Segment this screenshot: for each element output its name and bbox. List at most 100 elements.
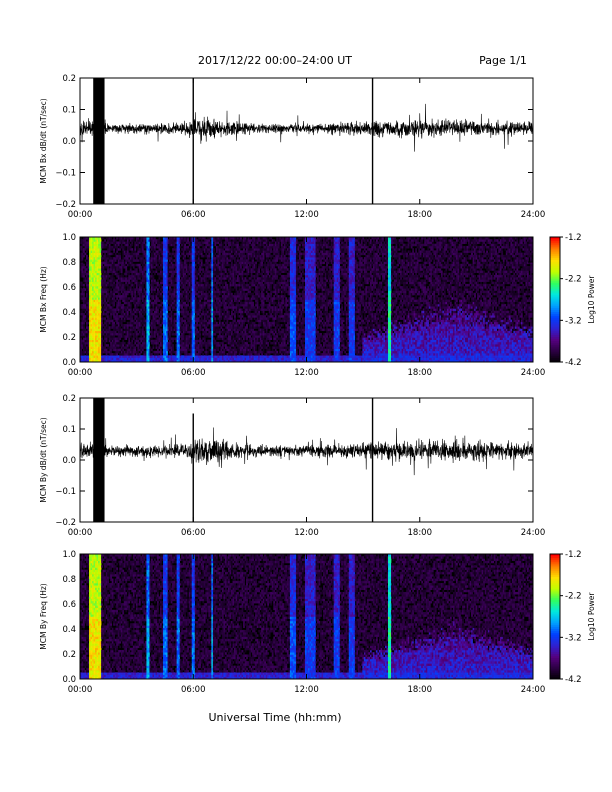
spectrogram-cell	[127, 257, 129, 260]
spectrogram-cell	[112, 253, 114, 256]
spectrogram-cell	[125, 275, 127, 278]
spectrogram-cell	[118, 346, 120, 349]
spectrogram-cell	[122, 275, 124, 278]
spectrogram-cell	[82, 257, 84, 260]
spectrogram-cell	[119, 302, 121, 305]
spectrogram-cell	[131, 262, 133, 265]
spectrogram-cell	[124, 342, 126, 345]
spectrogram-cell	[85, 333, 87, 336]
panel-bx-timeseries: 00:00 06:00 12:00 18:00 24:000.20.10.0−0.1−0…	[39, 74, 545, 220]
spectrogram-cell	[121, 329, 123, 332]
spectrogram-cell	[122, 311, 124, 314]
spectrogram-cell	[125, 337, 127, 340]
spectrogram-cell	[109, 297, 111, 300]
spectrogram-cell	[106, 340, 108, 343]
spectrogram-cell	[134, 293, 136, 296]
spectrogram-cell	[100, 306, 102, 309]
x-tick-label: 00:00	[68, 210, 93, 220]
spectrogram-cell	[83, 275, 85, 278]
spectrogram-cell	[119, 337, 121, 340]
spectrogram-cell	[106, 353, 108, 356]
spectrogram-cell	[115, 239, 117, 242]
spectrogram-cell	[118, 340, 120, 343]
x-tick-label: 24:00	[521, 210, 546, 220]
spectrogram-cell	[82, 246, 84, 249]
x-tick-label: 06:00	[181, 210, 206, 220]
spectrogram-cell	[134, 329, 136, 332]
spectrogram-cell	[125, 295, 127, 298]
spectrogram-cell	[127, 250, 129, 253]
spectrogram-cell	[136, 270, 138, 273]
spectrogram-cell	[131, 241, 133, 244]
panel-bx-spectrogram: -1.2-2.2-3.2-4.2Log10 Power00:00 06:00 12:…	[39, 233, 596, 378]
spectrogram-cell	[133, 344, 135, 347]
spectrogram-cell	[113, 297, 115, 300]
spectrogram-cell	[131, 315, 133, 318]
spectrogram-cell	[107, 291, 109, 294]
spectrogram-cell	[85, 288, 87, 291]
spectrogram-cell	[101, 320, 103, 323]
spectrogram-cell	[83, 264, 85, 267]
spectrogram-cell	[83, 313, 85, 316]
spectrogram-cell	[137, 246, 139, 249]
spectrogram-cell	[127, 244, 129, 247]
spectrogram-cell	[122, 344, 124, 347]
spectrogram-cell	[107, 277, 109, 280]
spectrogram-cell	[85, 317, 87, 320]
spectrogram-cell	[106, 302, 108, 305]
spectrogram-cell	[130, 268, 132, 271]
spectrogram-cell	[100, 277, 102, 280]
spectrogram-cell	[115, 253, 117, 256]
date-range-title: 2017/12/22 00:00–24:00 UT	[198, 54, 352, 67]
spectrogram-cell	[115, 311, 117, 314]
spectrogram-cell	[131, 317, 133, 320]
spectrogram-cell	[136, 295, 138, 298]
spectrogram-cell	[133, 337, 135, 340]
spectrogram-cell	[134, 248, 136, 251]
spectrogram-cell	[103, 268, 105, 271]
spectrogram-cell	[113, 304, 115, 307]
spectrogram-cell	[119, 326, 121, 329]
spectrogram-cell	[131, 295, 133, 298]
spectrogram-cell	[109, 244, 111, 247]
spectrogram-cell	[127, 239, 129, 242]
spectrogram-cell	[137, 340, 139, 343]
spectrogram-cell	[134, 346, 136, 349]
spectrogram-cell	[119, 253, 121, 256]
spectrogram-cell	[106, 349, 108, 352]
spectrogram-cell	[121, 317, 123, 320]
spectrogram-cell	[124, 264, 126, 267]
spectrogram-cell	[130, 304, 132, 307]
spectrogram-cell	[136, 331, 138, 334]
spectrogram-cell	[116, 297, 118, 300]
spectrogram-cell	[83, 353, 85, 356]
spectrogram-cell	[127, 313, 129, 316]
spectrogram-cell	[119, 293, 121, 296]
spectrogram-cell	[83, 326, 85, 329]
spectrogram-cell	[121, 270, 123, 273]
spectrogram-cell	[113, 248, 115, 251]
spectrogram-cell	[109, 322, 111, 325]
spectrogram-cell	[131, 244, 133, 247]
spectrogram-cell	[110, 315, 112, 318]
spectrogram-cell	[136, 315, 138, 318]
spectrogram-cell	[134, 291, 136, 294]
spectrogram-cell	[106, 286, 108, 289]
spectrogram-cell	[107, 273, 109, 276]
spectrogram-cell	[113, 293, 115, 296]
spectrogram-cell	[100, 273, 102, 276]
spectrogram-cell	[130, 246, 132, 249]
spectrogram-cell	[104, 239, 106, 242]
spectrogram-cell	[83, 322, 85, 325]
spectrogram-cell	[127, 326, 129, 329]
spectrogram-cell	[133, 239, 135, 242]
spectrogram-cell	[101, 322, 103, 325]
spectrogram-cell	[82, 259, 84, 262]
spectrogram-cell	[116, 270, 118, 273]
spectrogram-cell	[109, 329, 111, 332]
spectrogram-cell	[83, 295, 85, 298]
spectrogram-cell	[136, 335, 138, 338]
spectrogram-cell	[86, 324, 88, 327]
spectrogram-cell	[100, 255, 102, 258]
spectrogram-cell	[100, 311, 102, 314]
